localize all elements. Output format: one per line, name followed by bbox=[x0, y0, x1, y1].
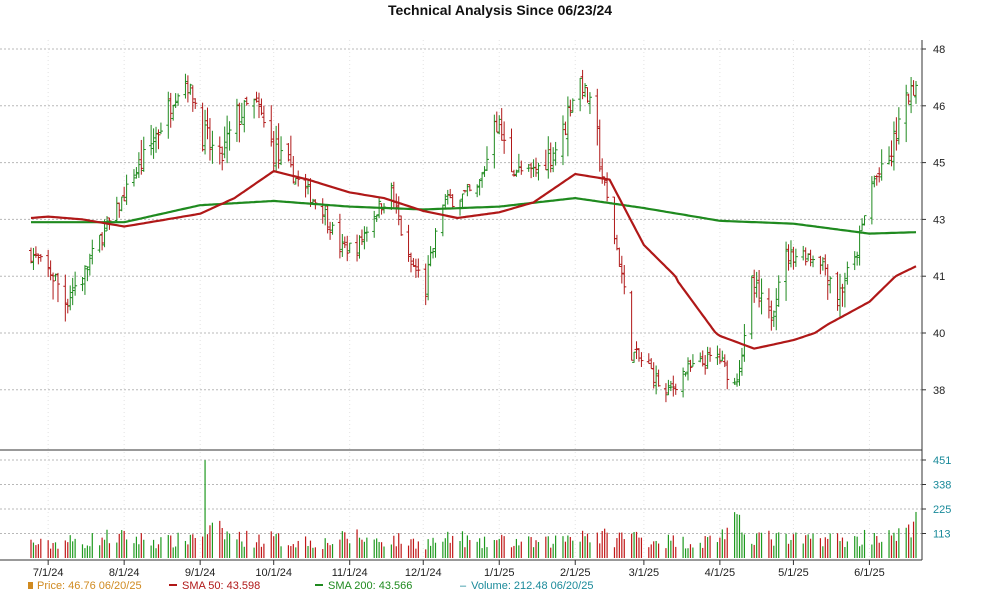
legend-price: Price: 46.76 06/20/25 bbox=[28, 580, 142, 592]
x-tick-label: 1/1/25 bbox=[484, 567, 515, 579]
sma200-line bbox=[31, 197, 917, 235]
x-tick-label: 5/1/25 bbox=[778, 567, 809, 579]
sma200-swatch bbox=[315, 584, 323, 586]
x-tick-label: 11/1/24 bbox=[332, 567, 368, 579]
legend-volume-label: Volume: 212.48 06/20/25 bbox=[471, 580, 594, 592]
price-tick-label: 40 bbox=[933, 328, 945, 340]
x-tick-label: 4/1/25 bbox=[705, 567, 736, 579]
chart-title: Technical Analysis Since 06/23/24 bbox=[387, 2, 613, 18]
x-tick-label: 10/1/24 bbox=[255, 567, 292, 579]
x-tick-label: 6/1/25 bbox=[854, 567, 885, 579]
x-tick-label: 9/1/24 bbox=[185, 567, 216, 579]
legend-price-label: Price: 46.76 06/20/25 bbox=[37, 580, 142, 592]
axes bbox=[0, 40, 926, 565]
moving-averages bbox=[30, 170, 917, 350]
volume-tick-label: 451 bbox=[933, 455, 951, 467]
price-tick-label: 48 bbox=[933, 44, 945, 56]
volume-tick-label: 225 bbox=[933, 504, 951, 516]
volume-swatch: – bbox=[460, 580, 467, 592]
tick-labels: 48 46 45 43 41 40 38 451 338 225 113 7/1/24 8/1/24 9/… bbox=[33, 44, 951, 579]
legend-volume: – Volume: 212.48 06/20/25 bbox=[460, 580, 593, 592]
legend-sma200: SMA 200: 43.566 bbox=[315, 580, 412, 592]
sma50-line bbox=[30, 170, 917, 350]
gridlines bbox=[0, 40, 922, 560]
legend-sma50-label: SMA 50: 43.598 bbox=[182, 580, 261, 592]
price-bars bbox=[29, 69, 918, 403]
volume-tick-label: 338 bbox=[933, 480, 951, 492]
sma50-swatch bbox=[169, 584, 177, 586]
price-tick-label: 45 bbox=[933, 158, 945, 170]
x-tick-label: 3/1/25 bbox=[629, 567, 660, 579]
x-tick-label: 7/1/24 bbox=[33, 567, 64, 579]
x-tick-label: 12/1/24 bbox=[405, 567, 442, 579]
legend-sma50: SMA 50: 43.598 bbox=[169, 580, 260, 592]
price-tick-label: 41 bbox=[933, 271, 945, 283]
volume-bars bbox=[30, 460, 917, 558]
volume-tick-label: 113 bbox=[933, 529, 951, 541]
price-tick-label: 43 bbox=[933, 214, 945, 226]
legend-sma200-label: SMA 200: 43.566 bbox=[328, 580, 413, 592]
price-tick-label: 38 bbox=[933, 385, 945, 397]
price-swatch bbox=[28, 582, 33, 589]
x-tick-label: 2/1/25 bbox=[560, 567, 591, 579]
x-tick-label: 8/1/24 bbox=[109, 567, 140, 579]
price-tick-label: 46 bbox=[933, 101, 945, 113]
